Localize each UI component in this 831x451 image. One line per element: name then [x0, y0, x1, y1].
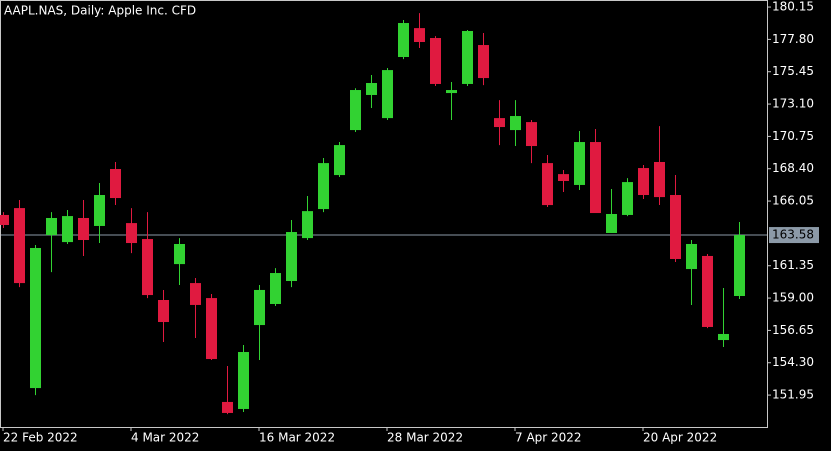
x-tick-label: 16 Mar 2022 [259, 431, 335, 445]
candle-body [446, 90, 457, 94]
candle-body [46, 217, 57, 236]
candle-body [318, 163, 329, 210]
candle-body [638, 168, 649, 196]
candle-body [254, 289, 265, 326]
candle-body [0, 214, 9, 226]
y-tick-label: 168.40 [772, 161, 814, 175]
candle-body [702, 255, 713, 327]
candle-body [94, 195, 105, 226]
candle-body [606, 214, 617, 233]
candle-body [302, 211, 313, 239]
candle-body [430, 38, 441, 84]
candle-body [190, 283, 201, 305]
candle-body [14, 208, 25, 284]
candle-body [574, 142, 585, 185]
candle-body [78, 217, 89, 241]
candle-body [526, 122, 537, 147]
candle-body [350, 90, 361, 131]
candle-body [334, 145, 345, 176]
y-tick-label: 170.75 [772, 129, 814, 143]
y-tick-label: 156.65 [772, 323, 814, 337]
x-tick-label: 7 Apr 2022 [515, 431, 582, 445]
candle-body [686, 243, 697, 270]
candle-body [654, 161, 665, 198]
y-tick-label: 166.05 [772, 194, 814, 208]
y-tick-label: 151.95 [772, 388, 814, 402]
candle-body [110, 169, 121, 199]
candle-body [222, 401, 233, 413]
x-tick-label: 28 Mar 2022 [387, 431, 463, 445]
candle-body [238, 352, 249, 409]
candle-body [366, 83, 377, 95]
candle-body [670, 195, 681, 259]
y-tick-label: 159.00 [772, 291, 814, 305]
x-tick-label: 20 Apr 2022 [643, 431, 717, 445]
candle-body [622, 182, 633, 215]
candle-body [718, 333, 729, 341]
candle-body [286, 232, 297, 282]
candle-body [174, 243, 185, 265]
candle-body [382, 70, 393, 119]
candle-body [734, 235, 745, 297]
candle-body [270, 273, 281, 304]
candle-body [478, 45, 489, 79]
candle-body [62, 216, 73, 243]
candle-body [126, 223, 137, 244]
candle-body [30, 247, 41, 389]
candle-body [558, 174, 569, 181]
y-tick-label: 173.10 [772, 97, 814, 111]
chart-title: AAPL.NAS, Daily: Apple Inc. CFD [4, 4, 196, 18]
x-tick-label: 22 Feb 2022 [3, 431, 78, 445]
y-tick-label: 177.80 [772, 32, 814, 46]
y-tick-label: 175.45 [772, 64, 814, 78]
candle-body [542, 163, 553, 206]
last-price-box [769, 227, 819, 244]
candle-body [462, 30, 473, 84]
plot-frame [0, 0, 768, 428]
candle-body [158, 299, 169, 323]
candle-body [494, 118, 505, 128]
y-tick-label: 161.35 [772, 258, 814, 272]
y-tick-label: 154.30 [772, 355, 814, 369]
candle-body [206, 298, 217, 360]
candle-body [590, 142, 601, 214]
candle-body [510, 116, 521, 131]
x-tick-label: 4 Mar 2022 [131, 431, 199, 445]
y-tick-label: 180.15 [772, 0, 814, 14]
candle-body [398, 23, 409, 58]
candle-body [142, 239, 153, 296]
last-price-label: 163.58 [772, 228, 814, 242]
candle-body [414, 28, 425, 43]
